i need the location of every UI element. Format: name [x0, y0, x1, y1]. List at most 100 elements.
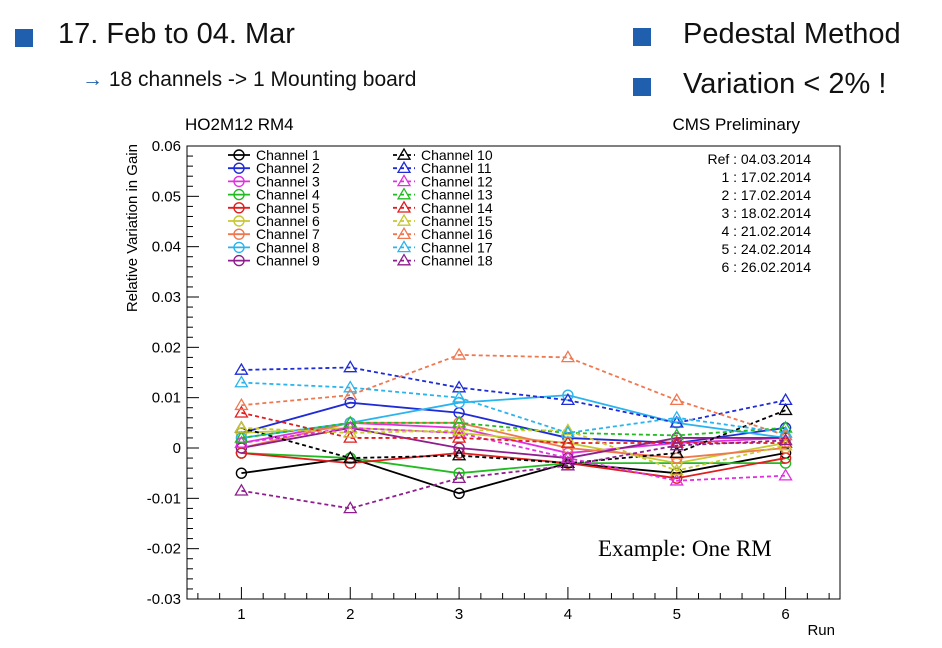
- data-point: [343, 360, 358, 373]
- data-point: [234, 397, 249, 411]
- y-tick-label: 0.01: [152, 390, 181, 407]
- y-tick-label: 0.04: [152, 239, 181, 256]
- data-point: [560, 423, 576, 436]
- legend-item: Channel 12: [393, 173, 493, 189]
- series-line: [241, 452, 786, 475]
- x-tick-label: 2: [346, 606, 354, 623]
- legend-marker: [396, 253, 412, 266]
- data-point: [453, 442, 465, 454]
- series-line: [241, 439, 786, 510]
- data-point: [451, 390, 467, 403]
- data-point: [343, 450, 358, 463]
- legend-marker: [233, 175, 245, 188]
- legend-marker: [233, 162, 245, 174]
- data-point: [778, 428, 793, 441]
- data-point: [343, 501, 358, 514]
- x-tick-label: 1: [237, 606, 245, 623]
- data-point: [235, 442, 248, 454]
- legend-item: Channel 14: [393, 200, 493, 216]
- data-point: [778, 420, 793, 433]
- data-point: [234, 420, 249, 433]
- legend-item: Channel 8: [228, 239, 320, 255]
- legend-label: Channel 14: [421, 200, 493, 216]
- data-point: [234, 483, 249, 496]
- legend-label: Channel 3: [256, 173, 320, 189]
- axes: -0.03 -0.02 -0.01 0 0.01 0.02 0.03 0.04 0.05 0.06…: [147, 138, 830, 623]
- legend-marker: [233, 215, 245, 227]
- data-point: [560, 450, 576, 463]
- legend-marker: [233, 254, 245, 267]
- data-point: [560, 350, 576, 363]
- legend-marker: [396, 187, 412, 200]
- legend-label: Channel 10: [421, 147, 493, 163]
- legend-item: Channel 4: [228, 187, 320, 203]
- legend-label: Channel 18: [421, 253, 493, 269]
- series-line: [241, 409, 786, 465]
- data-point: [451, 347, 467, 360]
- series-line: [241, 452, 786, 480]
- right-bullet-square-1: [633, 28, 651, 46]
- legend-label: Channel 4: [256, 187, 320, 203]
- legend-label: Channel 5: [256, 200, 320, 216]
- reference-line: 4 : 21.02.2014: [721, 223, 811, 239]
- legend-item: Channel 9: [228, 253, 320, 269]
- legend-item: Channel 11: [393, 160, 492, 176]
- legend-label: Channel 11: [421, 160, 492, 176]
- legend-marker: [233, 188, 245, 201]
- data-point: [778, 392, 793, 406]
- data-point: [671, 472, 683, 484]
- data-point: [344, 397, 356, 409]
- legend-marker: [396, 200, 412, 213]
- y-tick-label: 0.05: [152, 188, 181, 205]
- annotation-example: Example: One RM: [598, 536, 772, 561]
- legend-marker: [233, 228, 245, 240]
- legend-item: Channel 16: [393, 226, 493, 242]
- series-line: [241, 426, 786, 465]
- legend-marker: [396, 174, 412, 187]
- legend-label: Channel 6: [256, 213, 320, 229]
- data-point: [234, 405, 249, 418]
- legend-marker: [233, 241, 245, 254]
- x-tick-label: 5: [673, 606, 681, 623]
- legend-label: Channel 7: [256, 226, 320, 242]
- legend-marker: [396, 213, 412, 226]
- legend-label: Channel 1: [256, 147, 320, 163]
- data-point: [451, 470, 467, 484]
- left-bullet-text: 17. Feb to 04. Mar: [58, 18, 295, 50]
- data-point: [778, 468, 793, 481]
- legend-item: Channel 15: [393, 213, 493, 229]
- data-point: [234, 362, 249, 375]
- legend-item: Channel 17: [393, 239, 493, 255]
- legend-marker: [233, 149, 245, 161]
- data-point: [453, 467, 465, 479]
- legend-item: Channel 10: [393, 147, 493, 163]
- reference-line: 5 : 24.02.2014: [721, 241, 811, 257]
- legend-item: Channel 2: [228, 160, 320, 176]
- legend-marker: [396, 147, 412, 160]
- data-point: [778, 425, 793, 438]
- right-bullet-text-2: Variation < 2% !: [683, 68, 887, 100]
- reference-line: 6 : 26.02.2014: [721, 259, 811, 275]
- plot-frame: [186, 145, 841, 600]
- legend-marker: [396, 240, 412, 253]
- y-tick-label: 0.02: [152, 339, 181, 356]
- legend-label: Channel 15: [421, 213, 493, 229]
- series-channel-17: [234, 375, 793, 438]
- data-point: [560, 435, 576, 448]
- legend-item: Channel 18: [393, 253, 493, 269]
- data-point: [451, 448, 467, 461]
- series-line: [241, 426, 786, 482]
- data-point: [234, 430, 249, 443]
- series-line: [241, 421, 786, 459]
- reference-line: Ref : 04.03.2014: [707, 151, 811, 167]
- data-point: [453, 487, 465, 499]
- y-tick-label: -0.02: [147, 541, 181, 558]
- data-point: [669, 392, 684, 406]
- series-line: [241, 366, 786, 424]
- legend-label: Channel 9: [256, 253, 320, 269]
- data-point: [669, 473, 684, 486]
- data-point: [669, 463, 684, 476]
- y-tick-label: 0.06: [152, 138, 181, 155]
